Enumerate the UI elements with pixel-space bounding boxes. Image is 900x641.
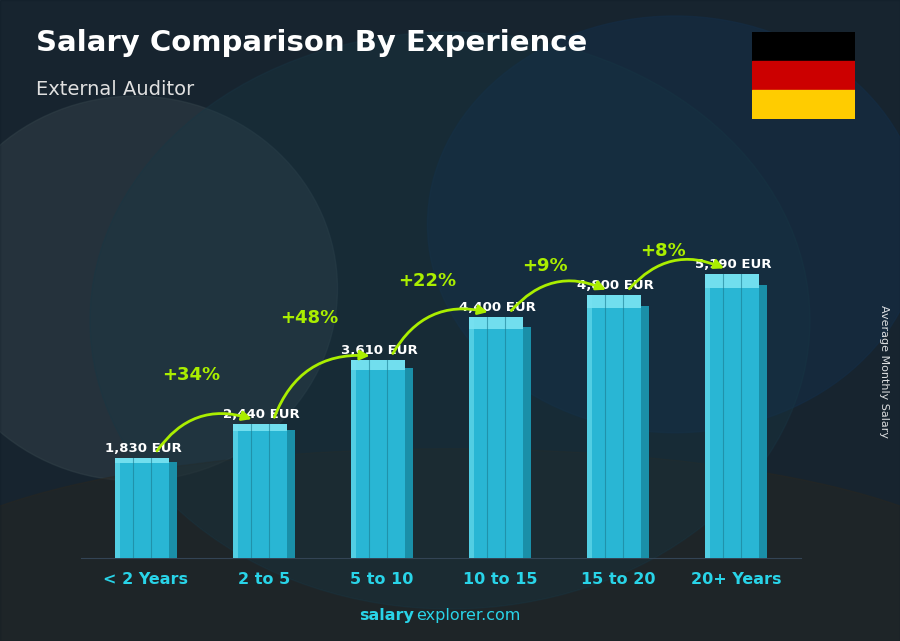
Text: +34%: +34% [162,366,220,384]
Text: +9%: +9% [522,256,568,275]
Text: Salary Comparison By Experience: Salary Comparison By Experience [36,29,587,57]
Text: 1,830 EUR: 1,830 EUR [105,442,182,454]
Text: +8%: +8% [640,242,686,260]
Bar [752,32,855,61]
Text: explorer.com: explorer.com [416,608,520,623]
Text: +48%: +48% [280,309,338,327]
Bar [588,296,591,558]
Ellipse shape [0,96,338,481]
Bar [115,458,120,558]
Text: 4,800 EUR: 4,800 EUR [577,279,654,292]
Bar [233,424,287,558]
Bar [706,274,710,558]
Ellipse shape [90,32,810,609]
Bar [469,317,523,558]
Bar [523,327,531,558]
Bar [752,61,855,90]
Bar [115,458,169,463]
Text: 5,190 EUR: 5,190 EUR [696,258,772,271]
Text: External Auditor: External Auditor [36,80,194,99]
Bar [588,296,642,558]
Bar [469,317,523,329]
Text: 4,400 EUR: 4,400 EUR [459,301,536,314]
Bar [233,424,238,558]
Bar [351,360,405,558]
Bar [351,360,405,370]
Text: Average Monthly Salary: Average Monthly Salary [879,305,889,438]
Bar [351,360,356,558]
Bar [706,274,760,558]
Bar [469,317,473,558]
Bar [752,90,855,119]
Bar [169,462,176,558]
Bar [287,429,294,558]
Text: 2,440 EUR: 2,440 EUR [223,408,300,421]
Bar [760,285,767,558]
Ellipse shape [428,16,900,433]
Text: salary: salary [359,608,414,623]
Text: 3,610 EUR: 3,610 EUR [341,344,418,357]
Bar [405,368,413,558]
Bar [588,296,642,308]
Bar [115,458,169,558]
Ellipse shape [0,449,900,641]
Bar [642,306,649,558]
Bar [233,424,287,431]
Bar [706,274,760,288]
Text: +22%: +22% [398,272,456,290]
